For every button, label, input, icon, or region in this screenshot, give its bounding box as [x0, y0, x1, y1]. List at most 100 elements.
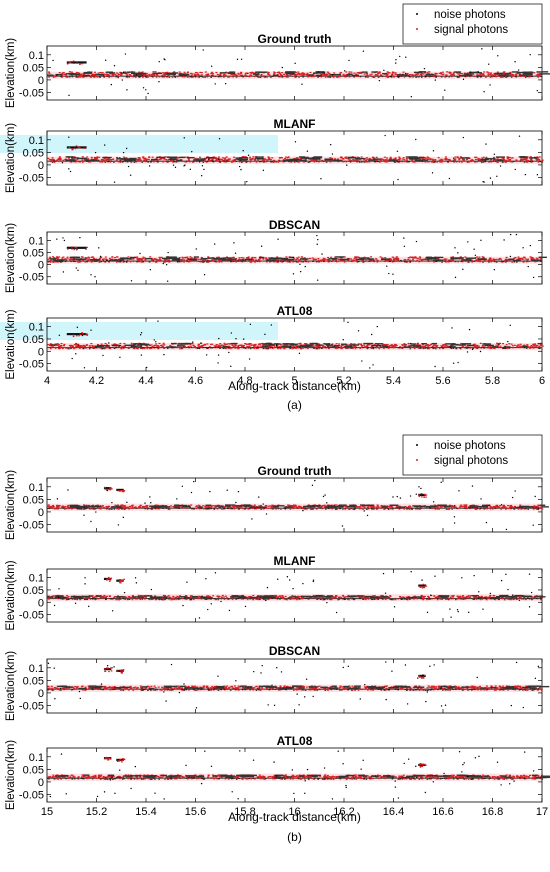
noise-photon	[56, 238, 58, 240]
canopy-cluster	[288, 256, 295, 259]
structure-signal-photon	[69, 62, 72, 64]
ground-photon	[441, 261, 443, 263]
ground-photon	[230, 261, 232, 263]
noise-photon	[299, 270, 302, 273]
signal-photon	[517, 258, 520, 261]
signal-photon	[207, 159, 210, 162]
ground-photon	[117, 75, 119, 77]
signal-photon	[489, 259, 492, 261]
canopy-cluster	[445, 343, 456, 345]
signal-photon	[474, 158, 477, 160]
ground-photon	[194, 76, 197, 78]
ground-photon	[474, 161, 476, 163]
signal-photon	[404, 505, 407, 508]
signal-photon	[59, 158, 62, 160]
ground-photon	[501, 76, 504, 78]
signal-photon	[486, 71, 489, 73]
y-tick-label: 0	[38, 346, 44, 358]
canopy-cluster	[335, 256, 345, 258]
signal-photon	[95, 504, 98, 507]
signal-photon	[273, 71, 276, 73]
ground-photon	[304, 260, 307, 262]
ground-photon	[174, 76, 177, 78]
signal-photon	[465, 505, 468, 507]
ground-photon	[289, 347, 291, 349]
ground-photon	[157, 348, 160, 350]
ground-photon	[99, 347, 102, 349]
ground-photon	[316, 261, 318, 263]
ground-photon	[504, 160, 506, 162]
signal-photon	[507, 159, 510, 161]
noise-photon	[522, 247, 524, 249]
signal-photon	[312, 159, 315, 161]
ground-photon	[161, 76, 164, 78]
signal-photon	[170, 159, 173, 161]
structure-signal-photon	[71, 149, 74, 151]
signal-photon	[376, 74, 379, 76]
signal-photon	[366, 158, 369, 160]
ground-photon	[365, 75, 367, 77]
ground-photon	[100, 161, 102, 163]
signal-photon	[280, 259, 283, 261]
structure-signal-photon	[75, 335, 78, 337]
ground-photon	[537, 347, 540, 349]
noise-photon	[163, 353, 165, 356]
signal-band	[47, 256, 542, 264]
signal-photon	[387, 159, 390, 161]
canopy-cluster	[161, 257, 168, 260]
signal-photon	[489, 73, 492, 75]
signal-photon	[247, 257, 250, 259]
ground-photon	[94, 75, 96, 77]
signal-photon	[203, 344, 206, 346]
ground-photon	[315, 160, 318, 162]
signal-photon	[70, 71, 73, 73]
signal-photon	[220, 259, 223, 261]
ground-photon	[140, 261, 143, 263]
canopy-cluster	[410, 343, 417, 345]
canopy-cluster	[290, 159, 298, 162]
ground-photon	[77, 160, 80, 162]
signal-photon	[217, 346, 220, 348]
signal-photon	[137, 159, 140, 162]
noise-photon	[536, 174, 539, 176]
structure-signal-photon	[79, 333, 82, 336]
canopy-cluster	[327, 346, 336, 348]
ground-photon	[199, 261, 202, 263]
signal-photon	[222, 159, 225, 161]
signal-photon	[518, 73, 521, 76]
signal-photon	[201, 346, 204, 348]
signal-photon	[211, 159, 214, 161]
noise-photon	[110, 83, 113, 86]
ground-photon	[119, 261, 122, 263]
ground-photon	[399, 161, 401, 163]
signal-photon	[519, 343, 522, 345]
signal-photon	[445, 258, 448, 260]
signal-photon	[383, 156, 386, 158]
signal-photon	[266, 159, 269, 161]
canopy-cluster	[508, 258, 515, 261]
ground-photon	[47, 261, 50, 263]
ground-photon	[188, 260, 190, 262]
ground-photon	[126, 161, 129, 163]
ground-photon	[314, 160, 316, 162]
signal-photon	[526, 345, 529, 347]
ground-photon	[380, 260, 382, 262]
signal-photon	[498, 158, 501, 161]
noise-photon	[247, 72, 249, 75]
signal-photon	[103, 157, 106, 159]
signal-photon	[443, 343, 446, 346]
signal-photon	[429, 158, 432, 160]
signal-photon	[228, 343, 231, 345]
signal-photon	[302, 74, 305, 76]
structure-signal-photon	[72, 334, 75, 336]
signal-photon	[453, 159, 456, 161]
ground-photon	[188, 347, 190, 349]
ground-photon	[406, 261, 408, 263]
y-tick-label: -0.05	[19, 272, 44, 284]
ground-photon	[401, 161, 404, 163]
y-tick-label: 0.1	[29, 50, 44, 62]
signal-photon	[376, 259, 379, 261]
signal-photon	[251, 259, 254, 261]
signal-photon	[527, 258, 530, 260]
canopy-cluster	[541, 71, 549, 73]
